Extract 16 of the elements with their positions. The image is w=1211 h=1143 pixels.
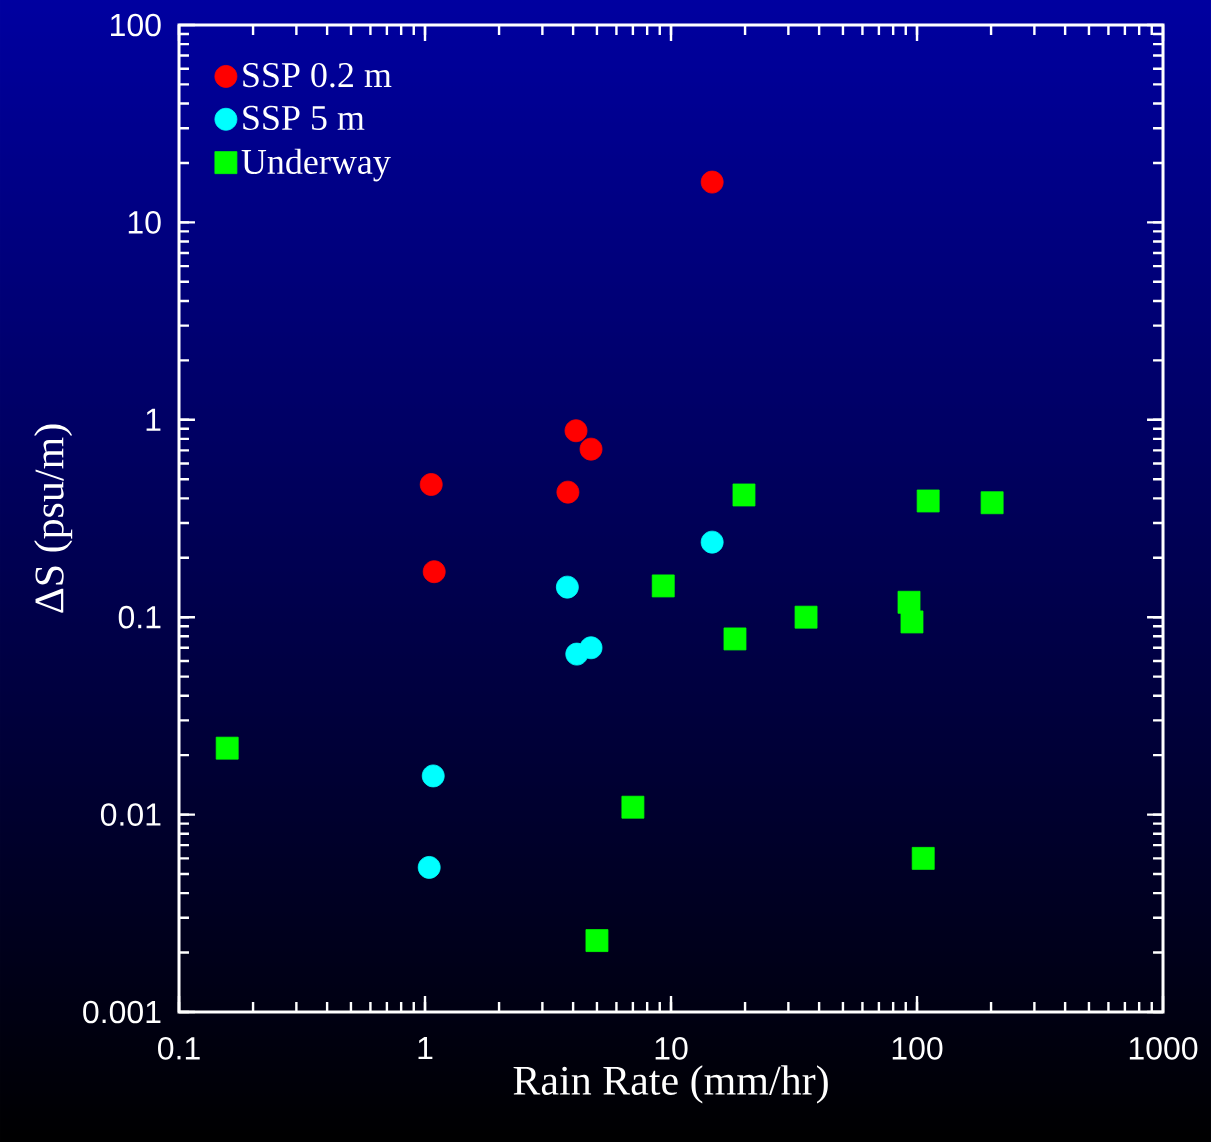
y-tick-label: 0.001 — [83, 1000, 161, 1024]
x-tick-label: 0.1 — [158, 1037, 200, 1060]
x-tick-label: 1 — [418, 1037, 433, 1060]
y-tick-label: 10 — [128, 211, 161, 234]
y-tick-label: 0.01 — [100, 803, 161, 826]
x-tick-label: 100 — [892, 1037, 943, 1060]
x-tick-label: 1000 — [1129, 1037, 1198, 1060]
legend-label: Underway — [241, 148, 391, 182]
legend-label: SSP 0.2 m — [243, 62, 392, 88]
legend-label: SSP 5 m — [243, 105, 365, 131]
y-tick-label: 0.1 — [118, 605, 161, 629]
y-tick-label: 100 — [111, 13, 161, 37]
x-tick-label: 10 — [655, 1037, 688, 1060]
y-axis-title: ΔS (psu/m) — [34, 424, 73, 613]
x-axis-title: Rain Rate (mm/hr) — [513, 1065, 828, 1104]
y-tick-label: 1 — [146, 408, 161, 431]
